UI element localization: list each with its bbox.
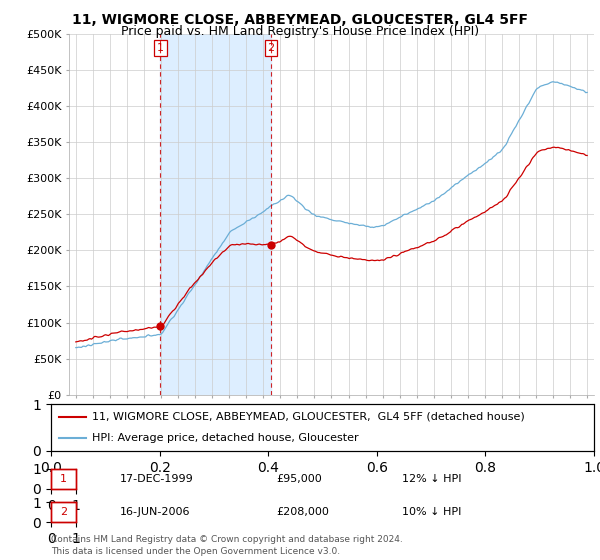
Text: 10% ↓ HPI: 10% ↓ HPI (402, 507, 461, 517)
Text: 2: 2 (268, 43, 275, 53)
Bar (160, 34, 271, 395)
Text: Price paid vs. HM Land Registry's House Price Index (HPI): Price paid vs. HM Land Registry's House … (121, 25, 479, 38)
Text: 2: 2 (60, 507, 67, 517)
Text: 17-DEC-1999: 17-DEC-1999 (120, 474, 194, 484)
Text: 12% ↓ HPI: 12% ↓ HPI (402, 474, 461, 484)
Text: £95,000: £95,000 (276, 474, 322, 484)
Text: 1: 1 (157, 43, 164, 53)
Text: £208,000: £208,000 (276, 507, 329, 517)
Text: Contains HM Land Registry data © Crown copyright and database right 2024.
This d: Contains HM Land Registry data © Crown c… (51, 535, 403, 556)
Text: 16-JUN-2006: 16-JUN-2006 (120, 507, 191, 517)
Text: HPI: Average price, detached house, Gloucester: HPI: Average price, detached house, Glou… (92, 433, 358, 444)
Text: 11, WIGMORE CLOSE, ABBEYMEAD, GLOUCESTER,  GL4 5FF (detached house): 11, WIGMORE CLOSE, ABBEYMEAD, GLOUCESTER… (92, 412, 524, 422)
Text: 11, WIGMORE CLOSE, ABBEYMEAD, GLOUCESTER, GL4 5FF: 11, WIGMORE CLOSE, ABBEYMEAD, GLOUCESTER… (72, 13, 528, 27)
Text: 1: 1 (60, 474, 67, 484)
